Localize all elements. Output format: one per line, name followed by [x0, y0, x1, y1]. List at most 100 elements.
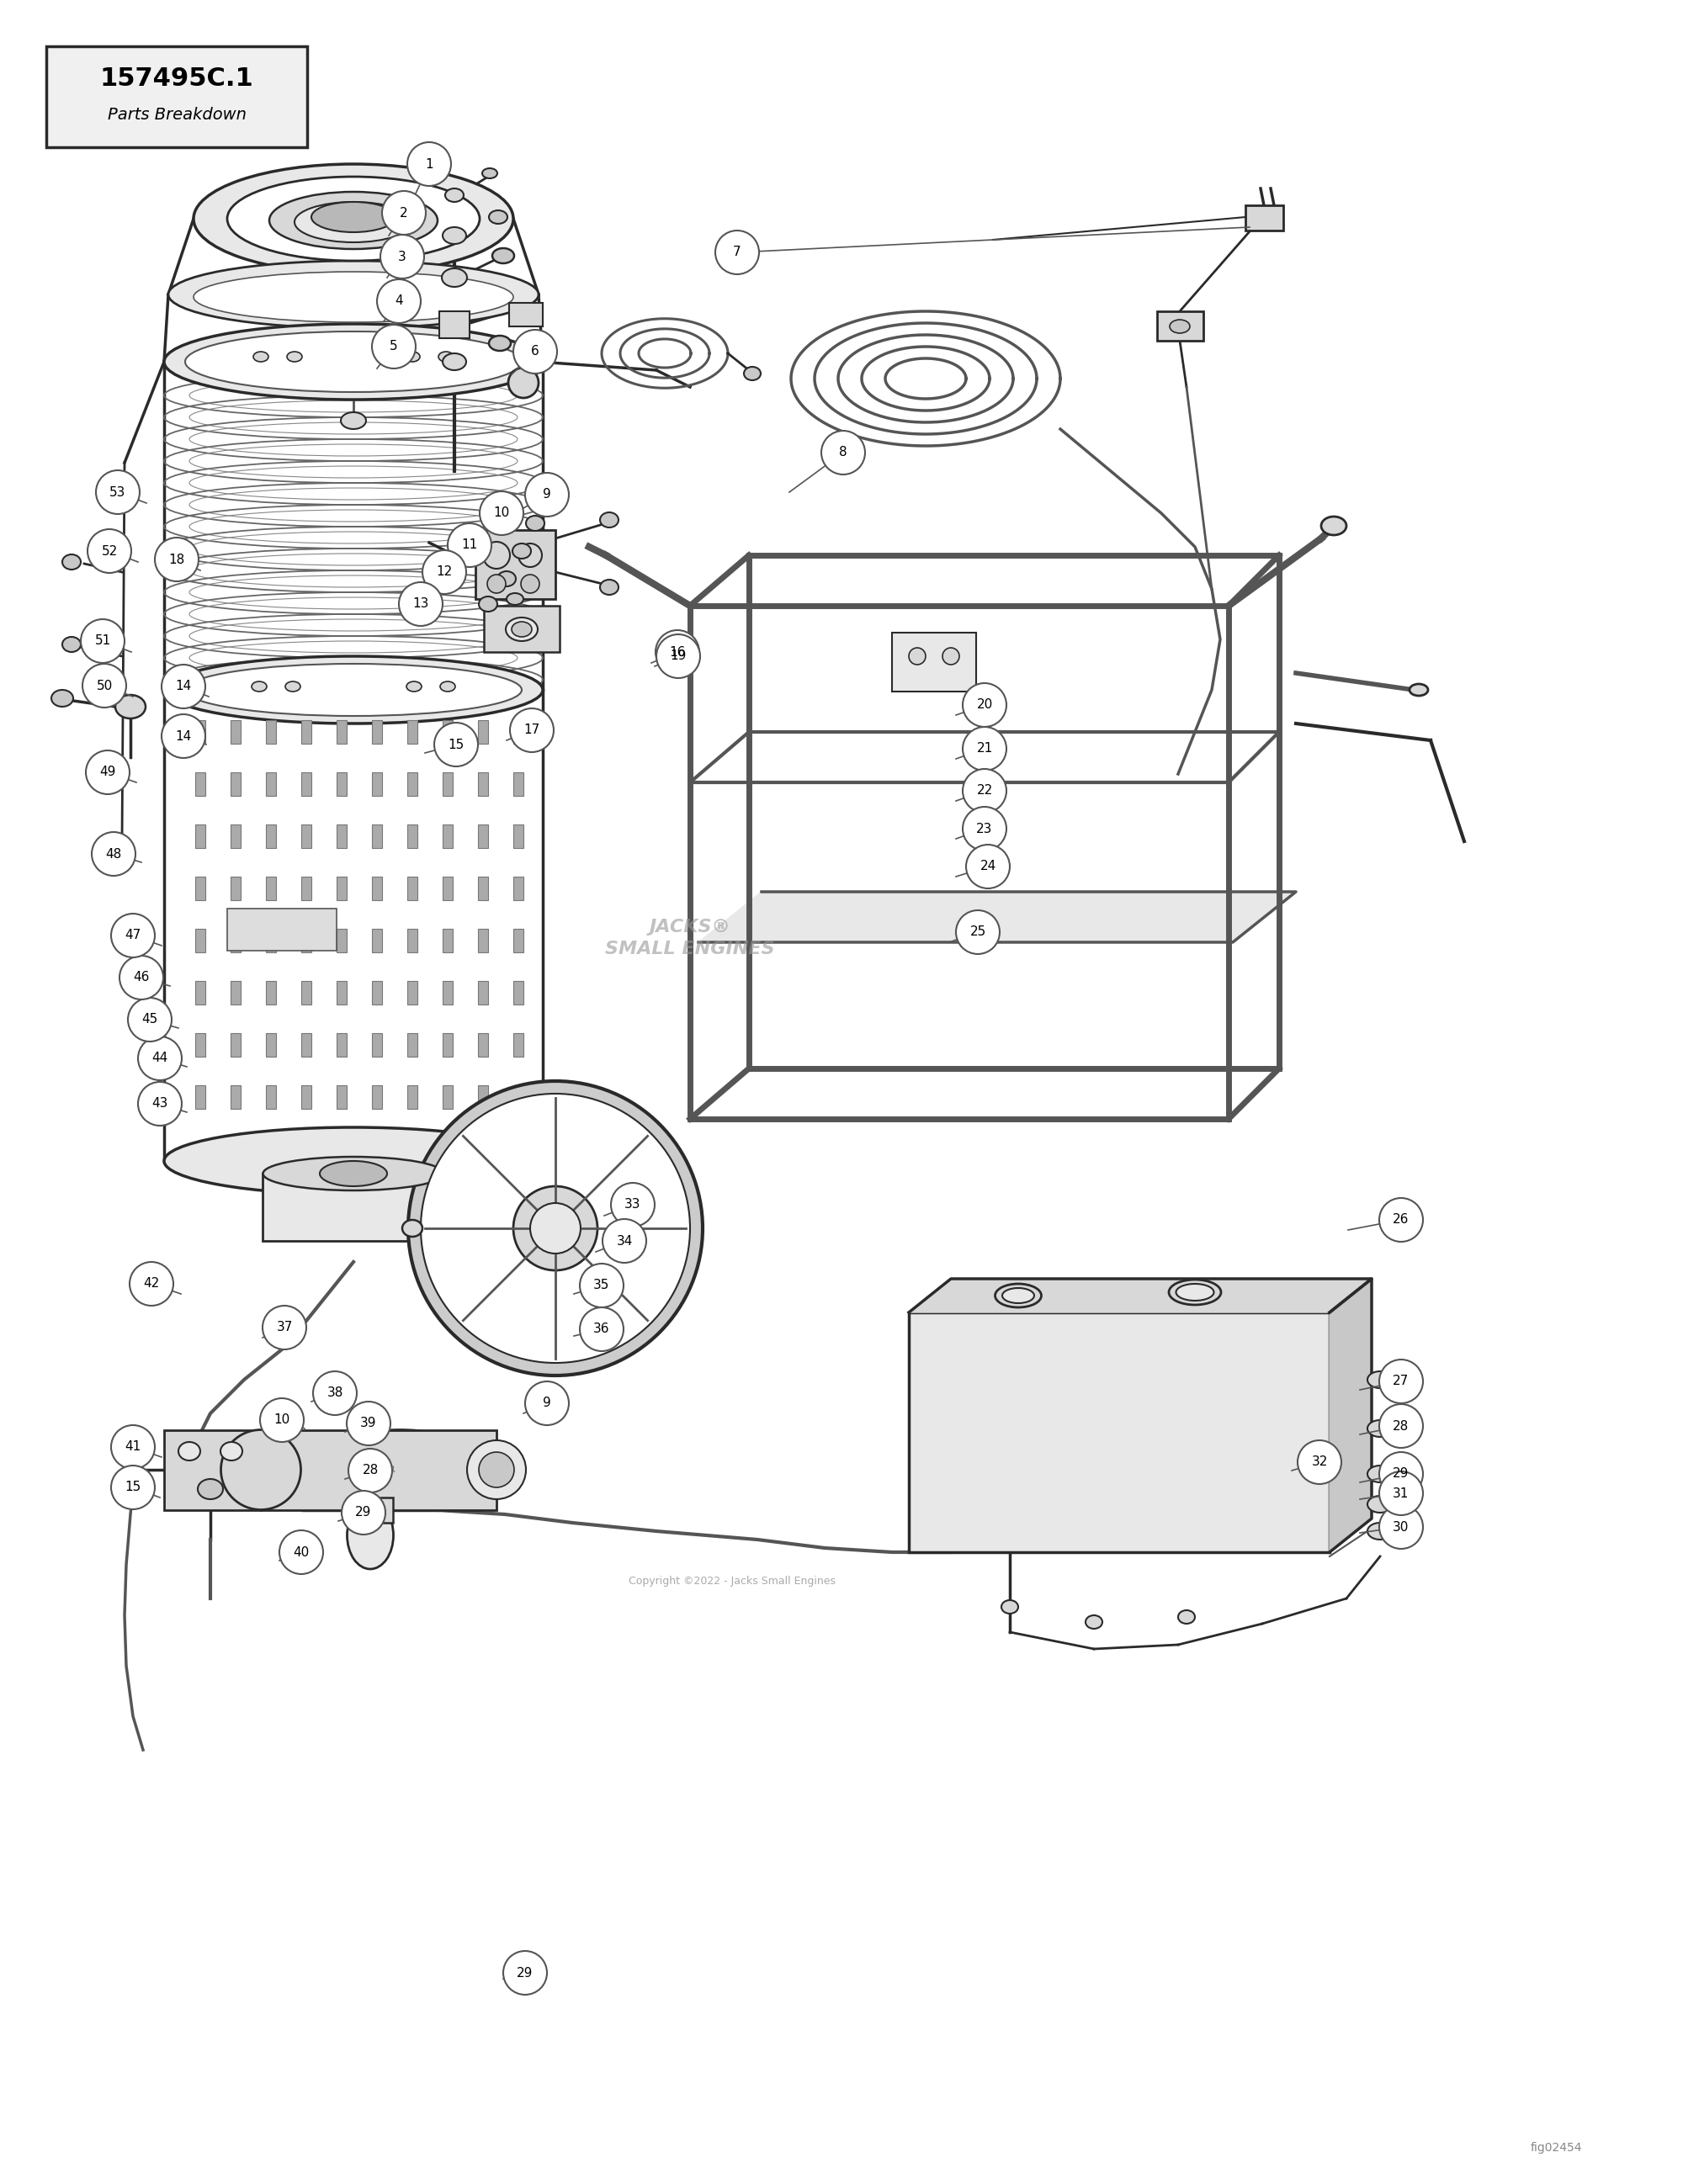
Ellipse shape — [515, 341, 532, 354]
Ellipse shape — [185, 332, 522, 393]
Bar — [513, 981, 523, 1005]
Ellipse shape — [480, 596, 498, 612]
Circle shape — [348, 1448, 392, 1492]
Text: 3: 3 — [399, 251, 406, 262]
Ellipse shape — [1367, 1372, 1394, 1389]
Text: 45: 45 — [141, 1013, 158, 1026]
Text: 157495C.1: 157495C.1 — [99, 66, 254, 90]
Circle shape — [963, 769, 1006, 812]
Bar — [301, 721, 311, 745]
Bar — [407, 876, 417, 900]
Circle shape — [603, 1219, 646, 1262]
Text: 1: 1 — [426, 157, 433, 170]
Circle shape — [111, 1426, 155, 1470]
Ellipse shape — [252, 352, 269, 363]
Ellipse shape — [311, 201, 396, 232]
Text: 35: 35 — [594, 1280, 609, 1291]
Ellipse shape — [50, 690, 74, 708]
Text: 6: 6 — [532, 345, 539, 358]
Text: 2: 2 — [401, 207, 407, 218]
Circle shape — [821, 430, 865, 474]
Text: 50: 50 — [96, 679, 113, 692]
Text: 41: 41 — [125, 1441, 141, 1452]
Ellipse shape — [227, 177, 480, 260]
Bar — [508, 304, 542, 325]
Circle shape — [81, 620, 125, 664]
Circle shape — [155, 537, 199, 581]
Polygon shape — [1330, 1280, 1372, 1553]
Circle shape — [96, 470, 140, 513]
Ellipse shape — [1321, 518, 1346, 535]
Bar — [513, 1033, 523, 1057]
Text: 47: 47 — [125, 928, 141, 941]
Bar — [407, 981, 417, 1005]
Text: 15: 15 — [125, 1481, 141, 1494]
Bar — [485, 605, 559, 653]
Bar — [195, 1033, 205, 1057]
Bar — [513, 721, 523, 745]
Text: Copyright ©2022 - Jacks Small Engines: Copyright ©2022 - Jacks Small Engines — [629, 1577, 835, 1588]
Bar — [195, 721, 205, 745]
Circle shape — [956, 911, 1000, 954]
Text: 14: 14 — [175, 729, 192, 743]
Text: 14: 14 — [175, 679, 192, 692]
Text: 52: 52 — [101, 544, 118, 557]
Bar — [348, 1498, 394, 1522]
Circle shape — [1380, 1358, 1424, 1404]
Ellipse shape — [165, 1127, 542, 1195]
Ellipse shape — [62, 555, 81, 570]
Bar — [909, 1313, 1330, 1553]
Circle shape — [407, 1081, 703, 1376]
Bar — [1158, 312, 1203, 341]
Polygon shape — [698, 891, 1296, 941]
Text: 5: 5 — [390, 341, 397, 354]
Ellipse shape — [1176, 1284, 1213, 1302]
Bar — [337, 1085, 347, 1109]
Ellipse shape — [1410, 684, 1427, 697]
Circle shape — [480, 491, 523, 535]
Ellipse shape — [194, 271, 513, 323]
Ellipse shape — [199, 1479, 222, 1498]
Circle shape — [525, 1382, 569, 1426]
Bar — [407, 721, 417, 745]
Ellipse shape — [1001, 1601, 1018, 1614]
Bar — [231, 773, 241, 795]
Circle shape — [525, 472, 569, 518]
Circle shape — [130, 1262, 173, 1306]
Ellipse shape — [995, 1284, 1042, 1308]
Text: Parts Breakdown: Parts Breakdown — [108, 107, 246, 122]
Circle shape — [513, 330, 557, 373]
Bar — [513, 876, 523, 900]
Circle shape — [86, 751, 130, 795]
Ellipse shape — [443, 227, 466, 245]
Text: 22: 22 — [976, 784, 993, 797]
Text: 28: 28 — [362, 1463, 379, 1476]
Bar — [337, 721, 347, 745]
Ellipse shape — [194, 164, 513, 273]
Text: 10: 10 — [274, 1413, 289, 1426]
Ellipse shape — [185, 664, 522, 716]
Text: 25: 25 — [969, 926, 986, 939]
Text: 46: 46 — [133, 972, 150, 985]
Bar — [337, 876, 347, 900]
Ellipse shape — [62, 638, 81, 653]
Ellipse shape — [125, 1459, 141, 1481]
Text: JACKS®
SMALL ENGINES: JACKS® SMALL ENGINES — [606, 919, 774, 957]
Ellipse shape — [295, 201, 412, 242]
Text: 49: 49 — [99, 767, 116, 780]
Bar — [337, 826, 347, 847]
Ellipse shape — [508, 367, 539, 397]
Circle shape — [611, 1184, 655, 1227]
Circle shape — [1380, 1199, 1424, 1243]
Bar — [443, 721, 453, 745]
Bar — [266, 1033, 276, 1057]
Bar — [372, 826, 382, 847]
Ellipse shape — [491, 249, 515, 264]
Circle shape — [347, 1402, 390, 1446]
Text: 29: 29 — [355, 1507, 372, 1518]
Text: 10: 10 — [493, 507, 510, 520]
Bar — [513, 1085, 523, 1109]
Circle shape — [1380, 1404, 1424, 1448]
Text: 37: 37 — [276, 1321, 293, 1334]
Text: fig02454: fig02454 — [1530, 2143, 1582, 2153]
